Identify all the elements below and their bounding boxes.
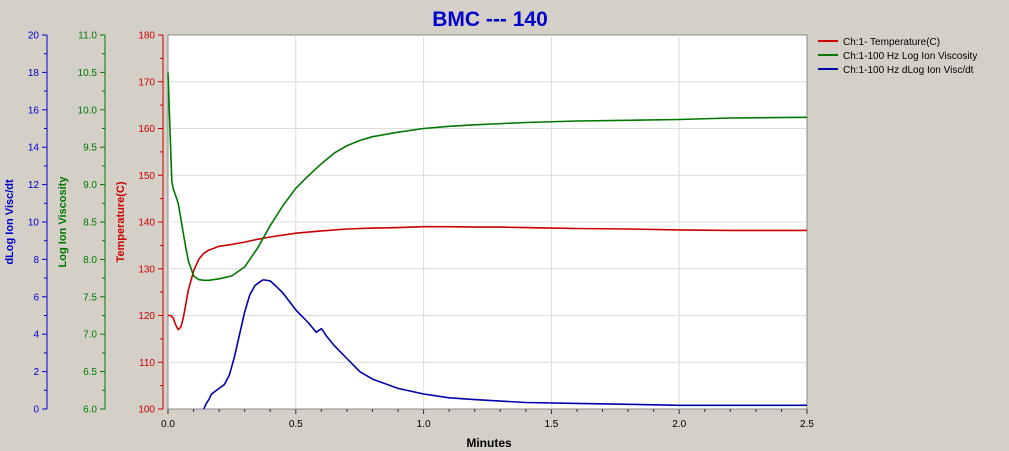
- temp-tick-label: 100: [138, 405, 155, 416]
- temp-tick-label: 170: [138, 77, 155, 88]
- temp-tick-label: 150: [138, 171, 155, 182]
- dlog-tick-label: 14: [28, 143, 40, 154]
- temp-tick-label: 120: [138, 311, 155, 322]
- x-tick-label: 1.5: [544, 419, 558, 430]
- dlog-tick-label: 4: [33, 330, 39, 341]
- logvisc-tick-label: 6.0: [83, 405, 97, 416]
- dlog-tick-label: 18: [28, 68, 40, 79]
- axes: 0.0 0.5 1.0 1.5 2.0 2.5 0 2 4 6 8 10 12 14 16 18 20 dLog …: [4, 31, 814, 431]
- legend-entry: Ch:1-100 Hz dLog Ion Visc/dt: [843, 65, 974, 76]
- logvisc-tick-label: 11.0: [78, 31, 97, 42]
- dlog-axis-label: dLog Ion Visc/dt: [4, 179, 16, 265]
- logvisc-tick-label: 9.5: [83, 143, 97, 154]
- temp-tick-label: 110: [139, 358, 155, 369]
- logvisc-tick-label: 7.0: [83, 330, 97, 341]
- legend-entry: Ch:1-100 Hz Log Ion Viscosity: [843, 51, 977, 62]
- temp-axis-label: Temperature(C): [115, 181, 127, 262]
- logvisc-axis-label: Log Ion Viscosity: [57, 176, 69, 268]
- x-tick-label: 2.0: [672, 419, 686, 430]
- temp-tick-label: 180: [138, 31, 155, 42]
- temp-tick-label: 130: [138, 264, 155, 275]
- temp-tick-label: 140: [138, 218, 155, 229]
- dlog-tick-label: 20: [28, 31, 40, 42]
- logvisc-tick-label: 9.0: [83, 180, 97, 191]
- dlog-tick-label: 6: [33, 292, 39, 303]
- series-line-0: [168, 225, 807, 331]
- legend: Ch:1- Temperature(C) Ch:1-100 Hz Log Ion …: [818, 37, 977, 76]
- dlog-tick-label: 10: [28, 218, 40, 229]
- x-tick-label: 0.5: [289, 419, 303, 430]
- dlog-tick-label: 12: [28, 180, 40, 191]
- temp-tick-label: 160: [138, 124, 155, 135]
- logvisc-tick-label: 8.5: [83, 218, 97, 229]
- dlog-tick-label: 16: [28, 105, 40, 116]
- chart-title: BMC --- 140: [432, 8, 548, 31]
- x-tick-label: 2.5: [800, 419, 814, 430]
- logvisc-tick-label: 6.5: [83, 367, 97, 378]
- logvisc-tick-label: 7.5: [83, 292, 97, 303]
- dlog-tick-label: 2: [33, 367, 39, 378]
- logvisc-tick-label: 8.0: [83, 255, 97, 266]
- grid: [168, 35, 807, 409]
- logvisc-tick-label: 10.5: [78, 68, 98, 79]
- series-line-1: [167, 72, 808, 282]
- dlog-tick-label: 8: [33, 255, 39, 266]
- x-tick-label: 0.0: [161, 419, 175, 430]
- x-tick-label: 1.0: [417, 419, 431, 430]
- legend-entry: Ch:1- Temperature(C): [843, 37, 940, 48]
- logvisc-tick-label: 10.0: [78, 105, 98, 116]
- dlog-tick-label: 0: [33, 405, 39, 416]
- series-layer: [167, 72, 808, 410]
- x-axis-label: Minutes: [466, 436, 512, 450]
- series-line-2: [203, 279, 807, 410]
